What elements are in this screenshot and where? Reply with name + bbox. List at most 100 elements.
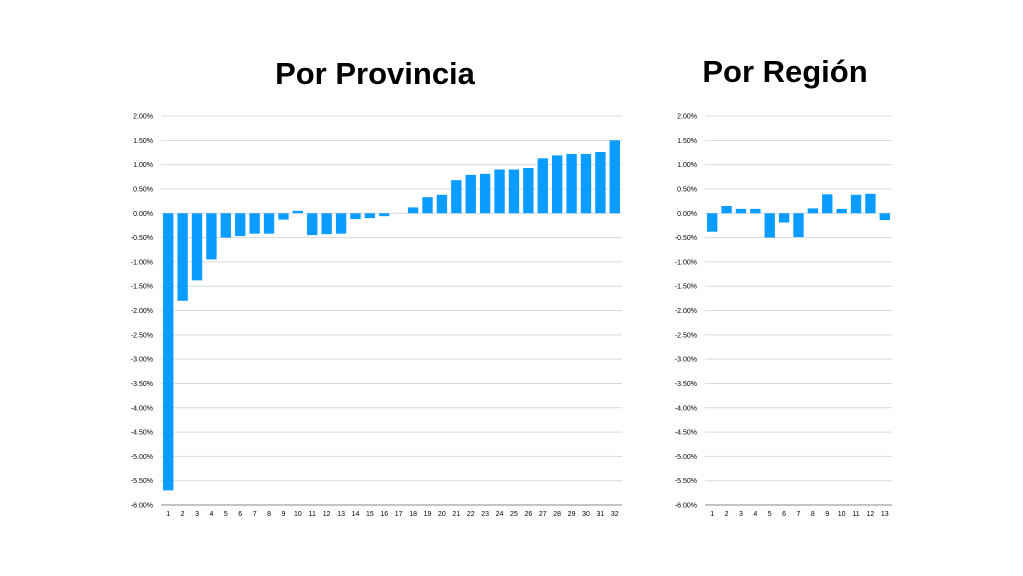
- bar: [278, 213, 289, 220]
- y-tick-label: -1.50%: [675, 284, 697, 291]
- bar: [177, 213, 188, 301]
- x-tick-label: 26: [524, 511, 532, 518]
- y-tick-label: 0.50%: [677, 186, 697, 193]
- bar: [220, 213, 232, 238]
- x-tick-label: 2: [181, 511, 185, 518]
- bar: [595, 151, 606, 214]
- y-tick-label: -5.00%: [675, 454, 697, 461]
- x-tick-label: 15: [366, 511, 374, 518]
- x-tick-label: 7: [253, 511, 257, 518]
- y-tick-label: 0.50%: [133, 186, 153, 193]
- y-tick-label: -0.50%: [675, 235, 697, 242]
- x-tick-label: 18: [409, 511, 417, 518]
- bar: [609, 140, 620, 214]
- x-tick-label: 13: [337, 511, 345, 518]
- y-tick-label: -3.00%: [675, 357, 697, 364]
- x-tick-label: 10: [294, 511, 302, 518]
- y-tick-label: 0.00%: [677, 211, 697, 218]
- bar: [350, 213, 361, 220]
- bar: [865, 193, 876, 214]
- x-tick-label: 25: [510, 511, 518, 518]
- y-tick-label: -6.00%: [131, 503, 153, 510]
- x-tick-label: 12: [867, 511, 875, 518]
- bar: [263, 213, 275, 234]
- x-tick-label: 6: [782, 511, 786, 518]
- y-tick-label: -3.50%: [675, 381, 697, 388]
- y-tick-label: -4.50%: [675, 430, 697, 437]
- y-tick-label: 2.00%: [133, 114, 153, 121]
- x-tick-label: 1: [166, 511, 170, 518]
- chart-title-provincia: Por Provincia: [275, 56, 475, 91]
- bar: [850, 194, 862, 214]
- y-tick-label: -1.00%: [131, 259, 153, 266]
- bar: [537, 158, 548, 214]
- y-tick-label: -5.00%: [131, 454, 153, 461]
- x-tick-label: 24: [496, 511, 504, 518]
- bar: [566, 153, 577, 214]
- bar: [721, 205, 732, 214]
- y-tick-label: -2.50%: [131, 332, 153, 339]
- x-tick-label: 8: [811, 511, 815, 518]
- y-tick-label: -2.00%: [131, 308, 153, 315]
- x-tick-label: 3: [195, 511, 199, 518]
- x-tick-label: 9: [282, 511, 286, 518]
- x-tick-label: 20: [438, 511, 446, 518]
- x-tick-label: 11: [309, 511, 316, 518]
- bar: [436, 194, 448, 214]
- bar: [764, 213, 775, 238]
- x-tick-label: 32: [611, 511, 619, 518]
- bar: [249, 213, 260, 234]
- bar: [163, 213, 174, 491]
- bar: [551, 155, 563, 214]
- bar: [235, 213, 246, 237]
- bar: [451, 180, 462, 214]
- x-tick-label: 28: [553, 511, 561, 518]
- x-tick-label: 23: [481, 511, 489, 518]
- bar: [836, 208, 847, 214]
- x-tick-label: 13: [881, 511, 889, 518]
- x-tick-label: 21: [452, 511, 460, 518]
- y-tick-label: -5.50%: [675, 478, 697, 485]
- y-tick-label: -3.50%: [131, 381, 153, 388]
- bar: [479, 173, 491, 214]
- x-tick-label: 10: [838, 511, 846, 518]
- bar: [191, 213, 203, 281]
- x-tick-label: 11: [852, 511, 859, 518]
- y-tick-label: -2.50%: [675, 332, 697, 339]
- bar: [508, 169, 520, 214]
- bar: [422, 197, 433, 214]
- bar: [879, 213, 890, 221]
- y-tick-label: -1.50%: [131, 284, 153, 291]
- y-tick-label: -5.50%: [131, 478, 153, 485]
- y-tick-label: 1.50%: [677, 138, 697, 145]
- x-tick-label: 9: [825, 511, 829, 518]
- x-tick-label: 19: [424, 511, 432, 518]
- bar: [465, 174, 476, 214]
- x-tick-label: 8: [267, 511, 271, 518]
- x-tick-label: 12: [323, 511, 331, 518]
- bar: [735, 208, 747, 214]
- y-tick-label: -4.00%: [675, 405, 697, 412]
- y-tick-label: -3.00%: [131, 357, 153, 364]
- bar: [807, 208, 819, 214]
- bar: [307, 213, 318, 236]
- y-tick-label: -4.50%: [131, 430, 153, 437]
- bar: [335, 213, 347, 234]
- y-tick-label: 2.00%: [677, 114, 697, 121]
- x-tick-label: 14: [352, 511, 360, 518]
- bar: [793, 213, 804, 238]
- x-tick-label: 27: [539, 511, 547, 518]
- x-tick-label: 5: [224, 511, 228, 518]
- x-tick-label: 29: [568, 511, 576, 518]
- bar: [707, 213, 718, 232]
- y-tick-label: 0.00%: [133, 211, 153, 218]
- bar: [379, 213, 390, 217]
- bar: [292, 210, 304, 214]
- x-tick-label: 6: [238, 511, 242, 518]
- x-tick-label: 5: [768, 511, 772, 518]
- y-tick-label: -2.00%: [675, 308, 697, 315]
- bar: [750, 208, 761, 214]
